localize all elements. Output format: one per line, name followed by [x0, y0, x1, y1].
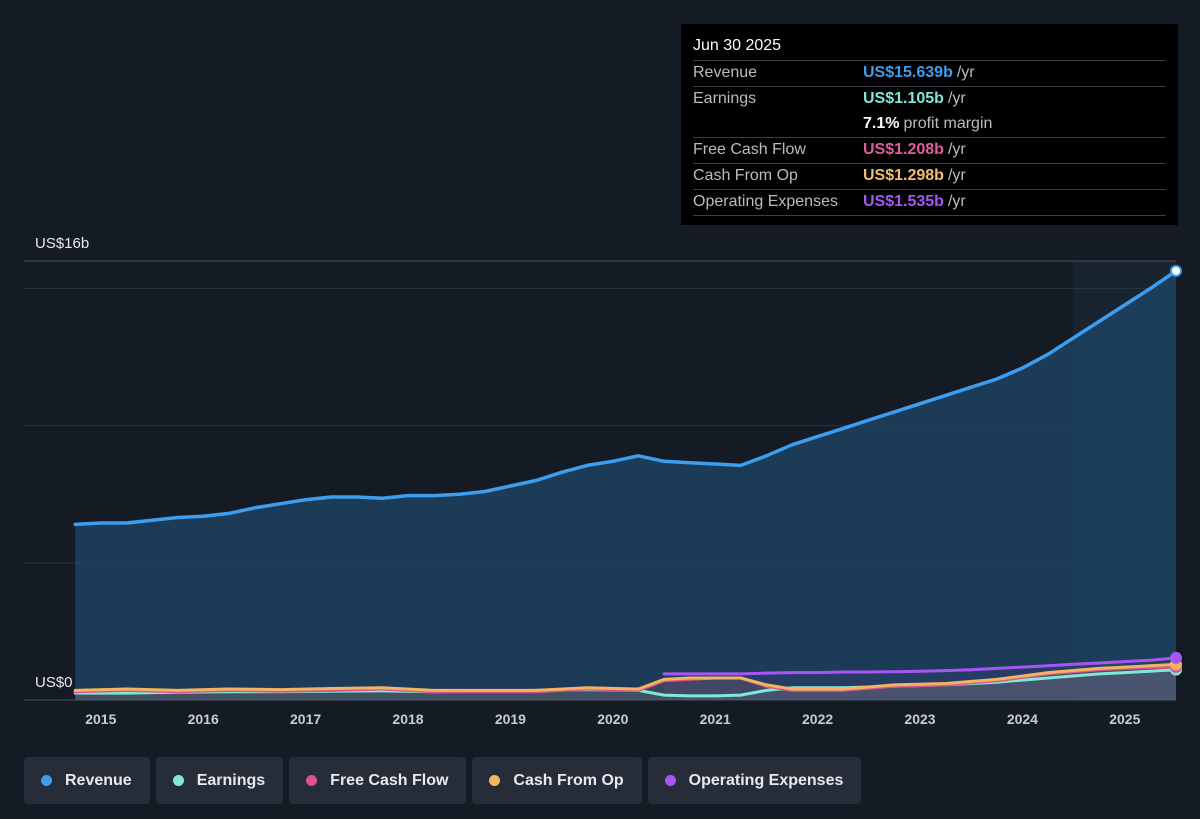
legend-label: Free Cash Flow	[330, 771, 449, 789]
revenue-dot-icon	[41, 775, 52, 786]
tooltip-value: US$1.208b	[863, 141, 944, 158]
x-tick-label: 2023	[904, 711, 935, 727]
tooltip-value: US$1.535b	[863, 193, 944, 210]
tooltip-row-cash-from-op: Cash From Op US$1.298b /yr	[693, 163, 1166, 189]
tooltip-unit: /yr	[947, 141, 966, 158]
legend-item-operating-expenses[interactable]: Operating Expenses	[647, 757, 862, 804]
y-axis-top-label: US$16b	[35, 235, 89, 252]
tooltip-unit: /yr	[956, 64, 975, 81]
tooltip-value: US$15.639b	[863, 64, 953, 81]
series-endpoints	[1170, 264, 1182, 676]
tooltip-row-earnings: Earnings US$1.105b /yr	[693, 86, 1166, 112]
tooltip-label: Revenue	[693, 64, 758, 81]
x-tick-label: 2020	[597, 711, 628, 727]
series-lines	[73, 269, 1178, 698]
y-axis-bottom-label: US$0	[35, 674, 73, 691]
legend-label: Cash From Op	[513, 771, 624, 789]
chart-canvas: US$16b US$0 2015 2016 2017 2018 2019 2020 2021…	[24, 235, 1182, 727]
tooltip-unit: /yr	[947, 193, 966, 210]
tooltip-unit: /yr	[947, 167, 966, 184]
x-tick-label: 2025	[1109, 711, 1140, 727]
legend-item-earnings[interactable]: Earnings	[155, 757, 284, 804]
legend-item-revenue[interactable]: Revenue	[24, 757, 150, 804]
tooltip-row-profit-margin: 7.1% profit margin	[693, 112, 1166, 137]
x-tick-label: 2018	[392, 711, 423, 727]
tooltip-value: 7.1%	[863, 115, 900, 132]
revenue-endpoint	[1170, 264, 1182, 277]
x-tick-label: 2021	[700, 711, 731, 727]
cash-from-op-line	[73, 662, 1178, 692]
revenue-area	[75, 270, 1177, 700]
x-tick-label: 2017	[290, 711, 321, 727]
operating-expenses-line	[662, 656, 1178, 676]
x-axis-ticks: 2015 2016 2017 2018 2019 2020 2021 2022 2023 2024…	[85, 711, 1140, 727]
x-tick-label: 2024	[1007, 711, 1038, 727]
tooltip-label: Earnings	[693, 90, 757, 107]
tooltip-unit: profit margin	[903, 115, 993, 132]
cash-from-op-dot-icon	[489, 775, 501, 786]
operating-expenses-endpoint	[1170, 651, 1182, 664]
legend-label: Earnings	[196, 771, 266, 789]
tooltip-date: Jun 30 2025	[693, 37, 782, 54]
legend-item-free-cash-flow[interactable]: Free Cash Flow	[289, 757, 467, 804]
tooltip-value: US$1.105b	[863, 90, 944, 107]
earnings-dot-icon	[172, 775, 184, 786]
series-areas	[75, 270, 1177, 700]
x-tick-label: 2016	[188, 711, 219, 727]
operating-expenses-dot-icon	[664, 775, 676, 786]
tooltip-label: Free Cash Flow	[693, 141, 806, 158]
tooltip-row-revenue: Revenue US$15.639b /yr	[693, 60, 1166, 86]
revenue-line	[73, 269, 1178, 527]
tooltip-row-operating-expenses: Operating Expenses US$1.535b /yr	[693, 189, 1166, 216]
x-tick-label: 2019	[495, 711, 526, 727]
tooltip-unit: /yr	[947, 90, 966, 107]
tooltip-label: Cash From Op	[693, 167, 798, 184]
x-tick-label: 2022	[802, 711, 833, 727]
x-tick-label: 2015	[85, 711, 116, 727]
free-cash-flow-dot-icon	[306, 775, 318, 786]
chart-legend: Revenue Earnings Free Cash Flow Cash Fro…	[24, 757, 862, 804]
tooltip-label: Operating Expenses	[693, 193, 838, 210]
hover-tooltip: Jun 30 2025 Revenue US$15.639b /yr Earni…	[681, 24, 1178, 225]
legend-label: Revenue	[65, 771, 132, 789]
legend-item-cash-from-op[interactable]: Cash From Op	[472, 757, 642, 804]
tooltip-row-free-cash-flow: Free Cash Flow US$1.208b /yr	[693, 137, 1166, 163]
tooltip-value: US$1.298b	[863, 167, 944, 184]
tooltip-label	[693, 112, 863, 137]
legend-label: Operating Expenses	[688, 771, 844, 789]
